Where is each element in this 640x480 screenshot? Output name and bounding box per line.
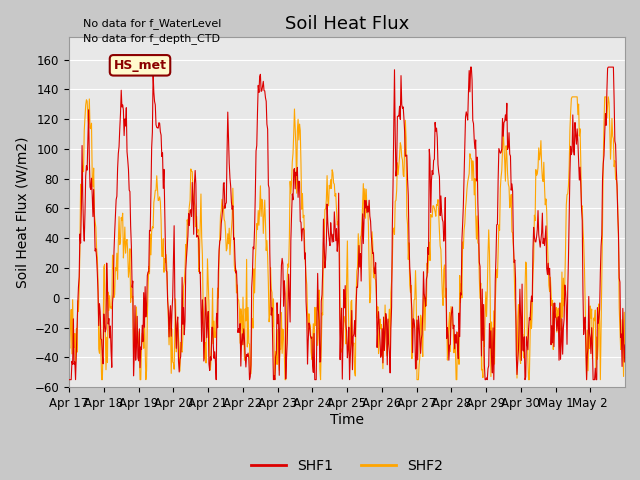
Text: No data for f_depth_CTD: No data for f_depth_CTD — [83, 33, 220, 44]
X-axis label: Time: Time — [330, 413, 364, 427]
Title: Soil Heat Flux: Soil Heat Flux — [285, 15, 409, 33]
Text: HS_met: HS_met — [113, 59, 166, 72]
Y-axis label: Soil Heat Flux (W/m2): Soil Heat Flux (W/m2) — [15, 136, 29, 288]
Text: No data for f_WaterLevel: No data for f_WaterLevel — [83, 18, 221, 29]
Legend: SHF1, SHF2: SHF1, SHF2 — [246, 453, 448, 478]
